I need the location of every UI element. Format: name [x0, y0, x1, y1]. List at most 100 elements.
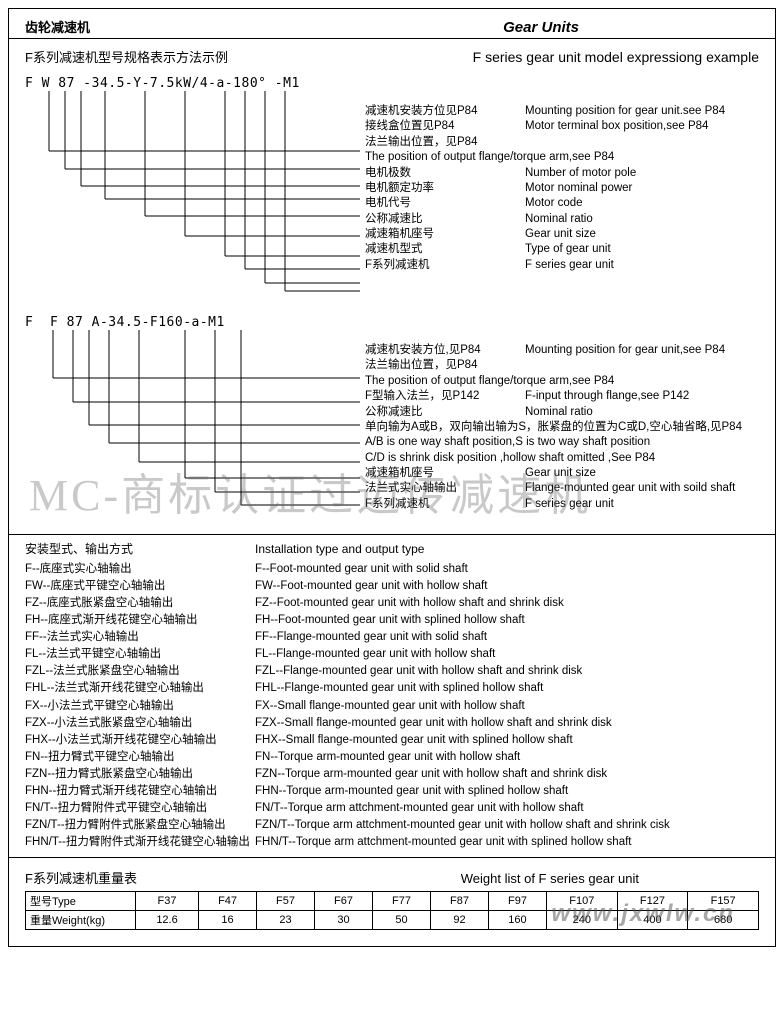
label-en: Mounting position for gear unit,see P84: [525, 343, 770, 357]
label-en: Motor nominal power: [525, 181, 770, 195]
weight-value-cell: 50: [373, 911, 431, 930]
weight-type-cell: F157: [688, 892, 759, 911]
type-row: FZN/T--扭力臂附件式胀紧盘空心轴输出FZN/T--Torque arm a…: [25, 817, 759, 833]
type-cn: FW--底座式平键空心轴输出: [25, 578, 255, 594]
label-en: [525, 135, 770, 149]
type-en: FN/T--Torque arm attchment-mounted gear …: [255, 800, 759, 816]
type-cn: FF--法兰式实心轴输出: [25, 629, 255, 645]
weight-value-cell: 92: [431, 911, 489, 930]
type-row: FN--扭力臂式平键空心轴输出FN--Torque arm-mounted ge…: [25, 749, 759, 765]
type-cn: FHN--扭力臂式渐开线花键空心轴输出: [25, 783, 255, 799]
label-row: 减速机安装方位,见P84Mounting position for gear u…: [365, 343, 770, 357]
label-row: 法兰式实心轴输出Flange-mounted gear unit with so…: [365, 481, 770, 495]
weight-title: F系列减速机重量表 Weight list of F series gear u…: [25, 868, 759, 887]
bracket-svg-1: [25, 91, 365, 301]
label-en: F series gear unit: [525, 497, 770, 511]
label-cn: 减速机安装方位见P84: [365, 104, 525, 118]
type-en: FF--Flange-mounted gear unit with solid …: [255, 629, 759, 645]
label-en: Gear unit size: [525, 227, 770, 241]
weight-value-cell: 240: [546, 911, 617, 930]
types-header-cn: 安装型式、输出方式: [25, 541, 255, 558]
type-en: FZL--Flange-mounted gear unit with hollo…: [255, 663, 759, 679]
type-cn: FN--扭力臂式平键空心轴输出: [25, 749, 255, 765]
label-row: 减速机型式Type of gear unit: [365, 242, 770, 256]
label-cn: 减速箱机座号: [365, 227, 525, 241]
type-cn: FL--法兰式平键空心轴输出: [25, 646, 255, 662]
type-row: FZN--扭力臂式胀紧盘空心轴输出FZN--Torque arm-mounted…: [25, 766, 759, 782]
weight-type-cell: F87: [431, 892, 489, 911]
label-cn: 电机额定功率: [365, 181, 525, 195]
weight-value-cell: 680: [688, 911, 759, 930]
label-en: Nominal ratio: [525, 405, 770, 419]
label-row: A/B is one way shaft position,S is two w…: [365, 435, 770, 449]
diagram-1: F W 87 -34.5-Y-7.5kW/4-a-180° -M1 减速机安装方…: [25, 76, 759, 301]
type-cn: FN/T--扭力臂附件式平键空心轴输出: [25, 800, 255, 816]
label-row: F系列减速机F series gear unit: [365, 258, 770, 272]
type-row: FN/T--扭力臂附件式平键空心轴输出FN/T--Torque arm attc…: [25, 800, 759, 816]
type-en: FN--Torque arm-mounted gear unit with ho…: [255, 749, 759, 765]
label-en: Gear unit size: [525, 466, 770, 480]
weight-type-cell: F37: [136, 892, 199, 911]
type-cn: F--底座式实心轴输出: [25, 561, 255, 577]
weight-value-cell: 23: [257, 911, 315, 930]
type-row: FW--底座式平键空心轴输出FW--Foot-mounted gear unit…: [25, 578, 759, 594]
weight-value-cell: 160: [488, 911, 546, 930]
type-cn: FZ--底座式胀紧盘空心轴输出: [25, 595, 255, 611]
diagram-2: F F 87 A-34.5-F160-a-M1 减速机安装方位,见P84Moun…: [25, 315, 759, 520]
type-cn: FZN/T--扭力臂附件式胀紧盘空心轴输出: [25, 817, 255, 833]
label-row: F系列减速机F series gear unit: [365, 497, 770, 511]
type-en: FHN--Torque arm-mounted gear unit with s…: [255, 783, 759, 799]
types-header-en: Installation type and output type: [255, 541, 759, 558]
label-cn: 减速箱机座号: [365, 466, 525, 480]
weight-table: 型号TypeF37F47F57F67F77F87F97F107F127F157 …: [25, 891, 759, 930]
label-cn: 减速机安装方位,见P84: [365, 343, 525, 357]
label-cn: 法兰式实心轴输出: [365, 481, 525, 495]
types-rows: F--底座式实心轴输出F--Foot-mounted gear unit wit…: [25, 561, 759, 851]
type-row: FZ--底座式胀紧盘空心轴输出FZ--Foot-mounted gear uni…: [25, 595, 759, 611]
label-row: 减速箱机座号Gear unit size: [365, 466, 770, 480]
labels-2: 减速机安装方位,见P84Mounting position for gear u…: [365, 343, 770, 512]
label-cn: 法兰输出位置，见P84: [365, 135, 525, 149]
label-row: 电机代号Motor code: [365, 196, 770, 210]
label-cn: 接线盒位置见P84: [365, 119, 525, 133]
page-container: 齿轮减速机 Gear Units F系列减速机型号规格表示方法示例 F seri…: [8, 8, 776, 947]
weight-label-weight: 重量Weight(kg): [26, 911, 136, 930]
label-row: 单向输为A或B，双向输出输为S，胀紧盘的位置为C或D,空心轴省略,见P84: [365, 420, 770, 434]
type-row: FL--法兰式平键空心轴输出FL--Flange-mounted gear un…: [25, 646, 759, 662]
label-en: Type of gear unit: [525, 242, 770, 256]
type-row: FHN/T--扭力臂附件式渐开线花键空心轴输出FHN/T--Torque arm…: [25, 834, 759, 850]
label-en: Nominal ratio: [525, 212, 770, 226]
type-row: FHX--小法兰式渐开线花键空心轴输出FHX--Small flange-mou…: [25, 732, 759, 748]
label-row: 接线盒位置见P84Motor terminal box position,see…: [365, 119, 770, 133]
type-row: FF--法兰式实心轴输出FF--Flange-mounted gear unit…: [25, 629, 759, 645]
type-en: FX--Small flange-mounted gear unit with …: [255, 698, 759, 714]
label-full: The position of output flange/torque arm…: [365, 150, 770, 164]
label-row: 公称减速比Nominal ratio: [365, 212, 770, 226]
type-row: FX--小法兰式平键空心轴输出FX--Small flange-mounted …: [25, 698, 759, 714]
type-en: FH--Foot-mounted gear unit with splined …: [255, 612, 759, 628]
weight-value-cell: 400: [617, 911, 688, 930]
type-row: F--底座式实心轴输出F--Foot-mounted gear unit wit…: [25, 561, 759, 577]
label-row: The position of output flange/torque arm…: [365, 150, 770, 164]
weight-type-cell: F57: [257, 892, 315, 911]
label-cn: 法兰输出位置，见P84: [365, 358, 525, 372]
weight-type-cell: F77: [373, 892, 431, 911]
type-cn: FZX--小法兰式胀紧盘空心轴输出: [25, 715, 255, 731]
label-cn: 公称减速比: [365, 212, 525, 226]
model-code-1: F W 87 -34.5-Y-7.5kW/4-a-180° -M1: [25, 76, 759, 91]
label-full: A/B is one way shaft position,S is two w…: [365, 435, 770, 449]
label-en: [525, 358, 770, 372]
labels-1: 减速机安装方位见P84Mounting position for gear un…: [365, 104, 770, 273]
bracket-svg-2: [25, 330, 365, 520]
type-cn: FX--小法兰式平键空心轴输出: [25, 698, 255, 714]
weight-label-type: 型号Type: [26, 892, 136, 911]
label-row: F型输入法兰，见P142F-input through flange,see P…: [365, 389, 770, 403]
label-row: 公称减速比Nominal ratio: [365, 405, 770, 419]
label-cn: F系列减速机: [365, 258, 525, 272]
label-full: 单向输为A或B，双向输出输为S，胀紧盘的位置为C或D,空心轴省略,见P84: [365, 420, 770, 434]
label-cn: 公称减速比: [365, 405, 525, 419]
type-row: FH--底座式渐开线花键空心轴输出FH--Foot-mounted gear u…: [25, 612, 759, 628]
type-cn: FZL--法兰式胀紧盘空心轴输出: [25, 663, 255, 679]
label-en: F-input through flange,see P142: [525, 389, 770, 403]
weight-row-type: 型号TypeF37F47F57F67F77F87F97F107F127F157: [26, 892, 759, 911]
